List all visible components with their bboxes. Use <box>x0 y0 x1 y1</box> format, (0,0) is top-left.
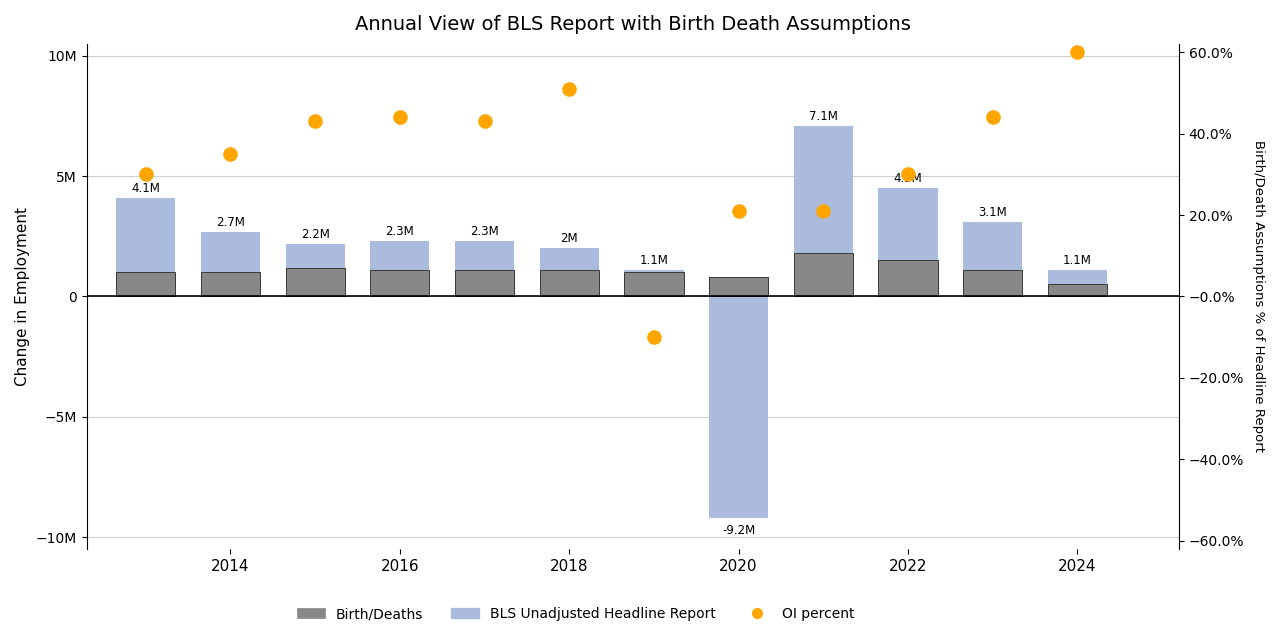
Bar <box>1048 284 1107 296</box>
Text: 2.3M: 2.3M <box>470 225 499 238</box>
Text: 4.1M: 4.1M <box>132 182 160 195</box>
Bar <box>116 198 175 273</box>
Text: -9.2M: -9.2M <box>722 524 755 537</box>
Bar <box>878 260 937 296</box>
Bar <box>370 241 430 270</box>
Text: 1.1M: 1.1M <box>1062 254 1092 267</box>
Bar <box>709 296 768 518</box>
Bar <box>625 273 684 296</box>
Point <box>220 148 241 159</box>
Bar <box>370 270 430 296</box>
Bar <box>454 241 515 270</box>
Point <box>728 206 749 216</box>
Bar <box>116 273 175 296</box>
Point <box>136 169 156 179</box>
Text: 3.1M: 3.1M <box>978 206 1007 219</box>
Bar <box>285 244 344 268</box>
Y-axis label: Change in Employment: Change in Employment <box>15 207 29 386</box>
Text: 4.5M: 4.5M <box>893 172 923 186</box>
Text: 2.2M: 2.2M <box>301 228 330 241</box>
Bar <box>963 222 1023 270</box>
Bar <box>709 277 768 296</box>
Bar <box>963 270 1023 296</box>
Bar <box>454 270 515 296</box>
Text: 1.1M: 1.1M <box>640 254 668 267</box>
Bar <box>540 248 599 270</box>
Bar <box>201 232 260 273</box>
Bar <box>794 253 852 296</box>
Text: 2.7M: 2.7M <box>216 216 244 228</box>
Point <box>475 116 495 127</box>
Point <box>305 116 325 127</box>
Point <box>983 112 1004 122</box>
Bar <box>285 268 344 296</box>
Bar <box>540 270 599 296</box>
Text: 2.3M: 2.3M <box>385 225 415 238</box>
Point <box>559 84 580 94</box>
Bar <box>201 273 260 296</box>
Bar <box>1048 270 1107 284</box>
Bar <box>794 125 852 253</box>
Bar <box>878 188 937 260</box>
Legend: Birth/Deaths, BLS Unadjusted Headline Report, OI percent: Birth/Deaths, BLS Unadjusted Headline Re… <box>292 602 860 627</box>
Point <box>1068 47 1088 57</box>
Point <box>644 332 664 342</box>
Point <box>389 112 410 122</box>
Point <box>897 169 918 179</box>
Text: 2M: 2M <box>561 232 579 246</box>
Y-axis label: Birth/Death Assumptions % of Headline Report: Birth/Death Assumptions % of Headline Re… <box>1252 141 1265 452</box>
Point <box>813 206 833 216</box>
Text: 7.1M: 7.1M <box>809 110 837 123</box>
Title: Annual View of BLS Report with Birth Death Assumptions: Annual View of BLS Report with Birth Dea… <box>355 15 910 34</box>
Bar <box>625 270 684 273</box>
